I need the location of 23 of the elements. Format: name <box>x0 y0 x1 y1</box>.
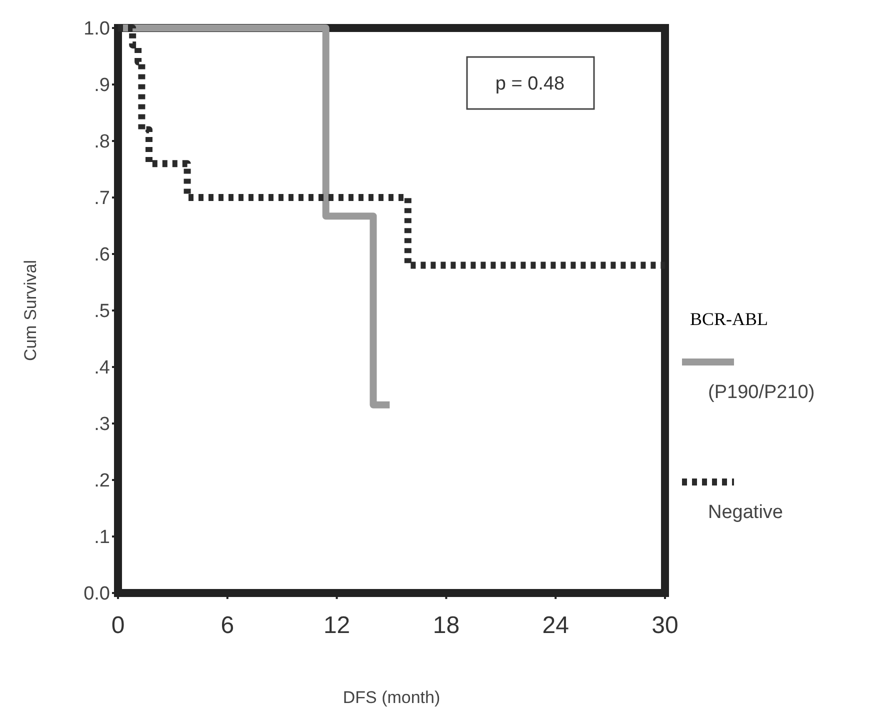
x-tick-label: 24 <box>542 612 569 639</box>
annotation: p = 0.48 <box>495 74 565 95</box>
y-tick-label: .8 <box>94 132 110 153</box>
x-tick-label: 30 <box>652 612 678 639</box>
y-tick-label: .1 <box>94 527 110 548</box>
y-tick-label: .9 <box>94 75 110 96</box>
y-tick-label: .5 <box>94 301 110 322</box>
x-tick-label: 6 <box>220 612 234 639</box>
y-tick-label: .7 <box>94 188 110 210</box>
y-tick-label: .6 <box>94 244 110 266</box>
x-axis-title: DFS (month) <box>342 688 440 707</box>
x-tick-label: 0 <box>111 612 125 639</box>
y-tick-label: .2 <box>94 470 110 492</box>
y-tick-label: 0.0 <box>84 584 110 605</box>
legend-label: (P190/P210) <box>708 382 815 403</box>
y-axis-title: Cum Survival <box>21 260 40 362</box>
y-tick-label: .4 <box>94 358 110 379</box>
legend-title: BCR-ABL <box>690 309 768 329</box>
y-tick-label: .3 <box>94 414 110 436</box>
legend-label: Negative <box>708 502 783 523</box>
x-tick-label: 12 <box>323 612 350 639</box>
y-tick-label: 1.0 <box>84 18 110 40</box>
x-tick-label: 18 <box>432 612 460 639</box>
